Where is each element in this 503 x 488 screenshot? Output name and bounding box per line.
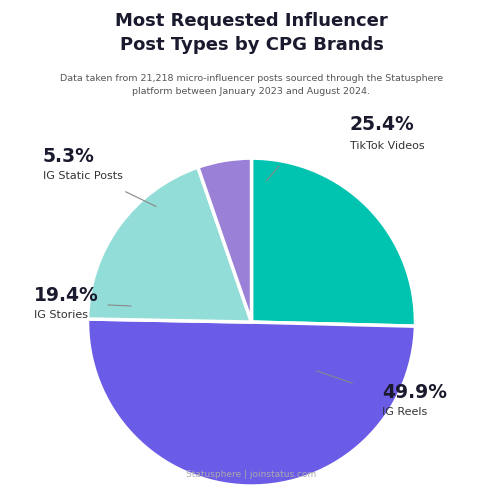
Text: IG Stories: IG Stories	[34, 310, 88, 320]
Text: 25.4%: 25.4%	[350, 115, 414, 134]
Text: 5.3%: 5.3%	[43, 147, 95, 165]
Text: IG Reels: IG Reels	[382, 407, 428, 417]
Text: 49.9%: 49.9%	[382, 384, 447, 402]
Wedge shape	[252, 158, 415, 326]
Text: 19.4%: 19.4%	[34, 286, 99, 305]
Wedge shape	[88, 167, 252, 322]
Text: Most Requested Influencer
Post Types by CPG Brands: Most Requested Influencer Post Types by …	[115, 12, 388, 54]
Text: IG Static Posts: IG Static Posts	[43, 171, 123, 181]
Text: TikTok Videos: TikTok Videos	[350, 142, 424, 151]
Text: Statusphere | joinstatus.com: Statusphere | joinstatus.com	[187, 470, 316, 479]
Wedge shape	[88, 319, 415, 486]
Wedge shape	[198, 158, 252, 322]
Text: Data taken from 21,218 micro-influencer posts sourced through the Statusphere
pl: Data taken from 21,218 micro-influencer …	[60, 74, 443, 96]
